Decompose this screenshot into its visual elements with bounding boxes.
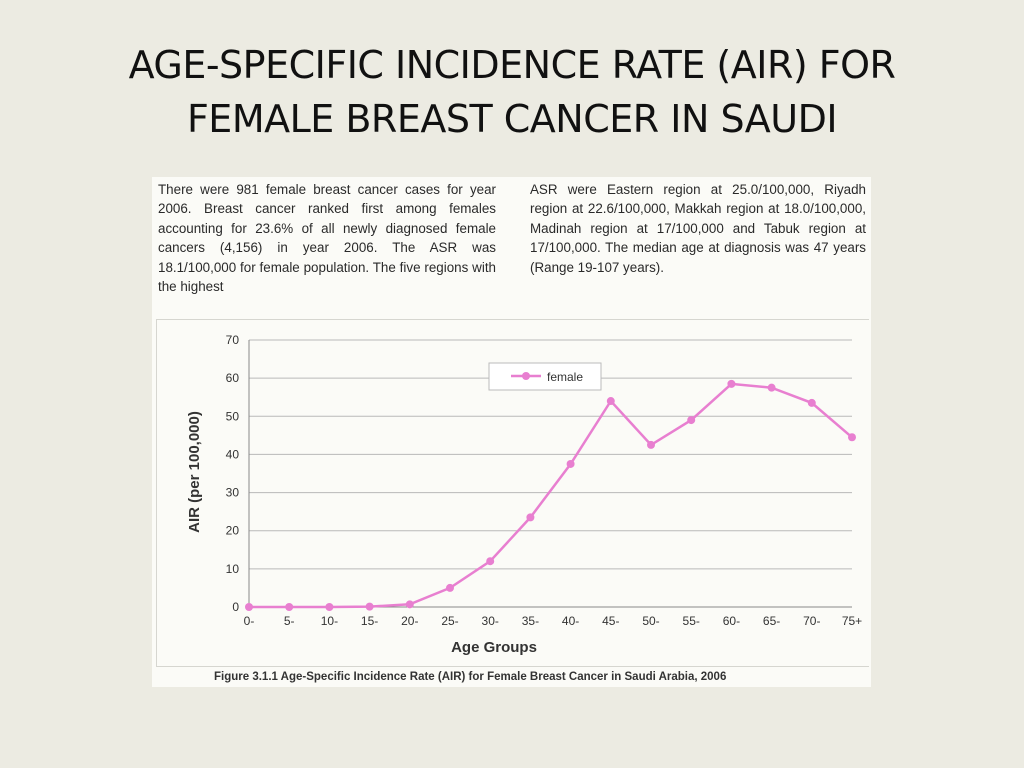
data-point [285, 603, 294, 611]
x-tick-label: 70- [803, 614, 820, 628]
x-tick-labels: 0- 5- 10- 15- 20- 25- 30- 35- 40- 45- 50- 55- 60- 65-… [244, 614, 863, 628]
grid-lines [248, 339, 852, 608]
data-point [245, 603, 253, 611]
y-tick-label: 0 [232, 600, 239, 614]
data-points [245, 379, 856, 611]
y-tick-label: 10 [226, 562, 240, 576]
y-tick-label: 20 [226, 524, 240, 538]
x-axis-title: Age Groups [451, 639, 537, 656]
legend-label: female [547, 370, 583, 384]
figure-caption: Figure 3.1.1 Age-Specific Incidence Rate… [214, 671, 727, 683]
data-point [325, 603, 334, 611]
data-point [647, 440, 655, 449]
slide-title-line-1: AGE-SPECIFIC INCIDENCE RATE (AIR) FOR [128, 43, 896, 87]
data-point [486, 557, 495, 566]
x-tick-label: 60- [723, 614, 740, 628]
y-tick-label: 70 [226, 333, 240, 347]
y-tick-labels: 0 10 20 30 40 50 60 70 [226, 333, 240, 614]
data-point [687, 416, 696, 425]
data-point [807, 398, 816, 407]
report-text-left: There were 981 female breast cancer case… [158, 182, 496, 295]
legend-box [488, 362, 602, 391]
data-point [365, 602, 374, 611]
x-tick-label: 65- [763, 614, 780, 628]
x-tick-label: 20- [401, 614, 418, 628]
series-line-female [249, 382, 853, 609]
x-tick-label: 30- [482, 614, 499, 628]
x-tick-label: 0- [244, 614, 255, 628]
report-text-right: ASR were Eastern region at 25.0/100,000,… [530, 182, 866, 275]
data-point [848, 433, 856, 442]
chart-frame: 0 10 20 30 40 50 60 70 0- 5- 10- 15- 20- 25- 30- 35- 40… [156, 319, 869, 667]
scanned-report-excerpt: There were 981 female breast cancer case… [152, 177, 871, 687]
slide-title: AGE-SPECIFIC INCIDENCE RATE (AIR) FOR FE… [40, 38, 984, 146]
x-tick-label: 75+ [842, 614, 862, 628]
air-line-chart: 0 10 20 30 40 50 60 70 0- 5- 10- 15- 20- 25- 30- 35- 40… [186, 333, 863, 656]
x-tick-label: 50- [642, 614, 659, 628]
data-point [727, 379, 736, 388]
x-tick-label: 5- [284, 614, 295, 628]
x-tick-label: 25- [441, 614, 458, 628]
y-tick-label: 40 [226, 447, 240, 461]
x-tick-label: 35- [522, 614, 539, 628]
data-point [606, 397, 615, 406]
data-point [767, 383, 776, 392]
x-tick-label: 55- [683, 614, 700, 628]
data-point [526, 513, 535, 522]
data-point [446, 583, 454, 592]
y-axis-title: AIR (per 100,000) [186, 411, 203, 533]
legend: female [488, 362, 602, 391]
x-tick-label: 40- [562, 614, 579, 628]
x-tick-label: 45- [602, 614, 619, 628]
data-point [405, 600, 414, 609]
y-tick-label: 50 [226, 409, 240, 423]
data-point [566, 459, 575, 468]
y-tick-label: 30 [226, 486, 240, 500]
x-tick-label: 10- [321, 614, 338, 628]
legend-marker [522, 372, 530, 380]
y-tick-label: 60 [226, 371, 240, 385]
x-tick-label: 15- [361, 614, 378, 628]
slide-title-line-2: FEMALE BREAST CANCER IN SAUDI [186, 97, 838, 141]
